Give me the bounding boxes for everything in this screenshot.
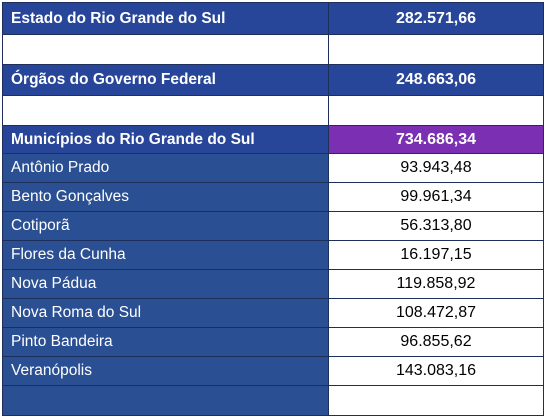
estado-value: 282.571,66 (328, 2, 544, 35)
table-row: Pinto Bandeira 96.855,62 (2, 327, 544, 357)
table-row: Estado do Rio Grande do Sul 282.571,66 (2, 2, 544, 35)
city-value: 99.961,34 (328, 182, 544, 212)
table-row: Nova Pádua 119.858,92 (2, 269, 544, 299)
city-name: Nova Pádua (2, 269, 329, 299)
city-value: 143.083,16 (328, 356, 544, 386)
city-value: 16.197,15 (328, 240, 544, 270)
city-name: Pinto Bandeira (2, 327, 329, 357)
table-row (2, 385, 544, 416)
table-row: Órgãos do Governo Federal 248.663,06 (2, 64, 544, 96)
municipios-label: Municípios do Rio Grande do Sul (2, 125, 329, 154)
city-name: Flores da Cunha (2, 240, 329, 270)
spacer-row (2, 95, 544, 126)
empty-value-cell (328, 385, 544, 416)
city-value: 93.943,48 (328, 153, 544, 183)
city-name: Nova Roma do Sul (2, 298, 329, 328)
orgaos-label: Órgãos do Governo Federal (2, 64, 329, 96)
table-row: Bento Gonçalves 99.961,34 (2, 182, 544, 212)
city-name: Bento Gonçalves (2, 182, 329, 212)
table-row: Municípios do Rio Grande do Sul 734.686,… (2, 125, 544, 154)
municipios-total-value: 734.686,34 (328, 125, 544, 154)
orgaos-value: 248.663,06 (328, 64, 544, 96)
empty-label-cell (2, 385, 329, 416)
table-row: Nova Roma do Sul 108.472,87 (2, 298, 544, 328)
city-value: 56.313,80 (328, 211, 544, 241)
city-value: 119.858,92 (328, 269, 544, 299)
city-name: Veranópolis (2, 356, 329, 386)
city-value: 96.855,62 (328, 327, 544, 357)
city-name: Antônio Prado (2, 153, 329, 183)
city-name: Cotiporã (2, 211, 329, 241)
spacer-row (2, 34, 544, 65)
city-value: 108.472,87 (328, 298, 544, 328)
estado-label: Estado do Rio Grande do Sul (2, 2, 329, 35)
table-row: Flores da Cunha 16.197,15 (2, 240, 544, 270)
table-row: Antônio Prado 93.943,48 (2, 153, 544, 183)
table-row: Veranópolis 143.083,16 (2, 356, 544, 386)
table-row: Cotiporã 56.313,80 (2, 211, 544, 241)
